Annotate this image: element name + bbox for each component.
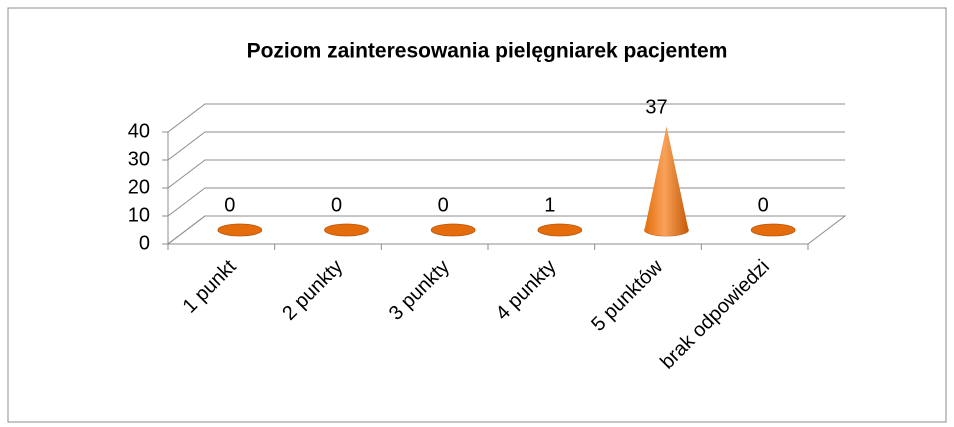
y-tick-label: 10 <box>128 204 150 226</box>
cone-base <box>430 223 476 237</box>
data-label: 37 <box>645 97 667 119</box>
grid-line <box>167 215 845 245</box>
grid-line <box>167 187 845 217</box>
data-label: 0 <box>224 194 235 216</box>
grid-line <box>167 103 845 133</box>
cone <box>324 223 369 237</box>
cone-base <box>217 223 263 237</box>
cone-body <box>644 126 689 237</box>
y-tick-label: 0 <box>139 232 150 254</box>
chart-title: Poziom zainteresowania pielęgniarek pacj… <box>247 40 728 63</box>
data-label: 0 <box>331 194 342 216</box>
cone <box>644 126 689 237</box>
cone <box>430 223 476 237</box>
cone-base <box>537 223 583 237</box>
y-tick-label: 30 <box>128 148 150 170</box>
grid-line <box>167 131 845 161</box>
cone-base <box>750 223 796 237</box>
y-tick-label: 40 <box>128 120 150 142</box>
cone <box>217 223 263 237</box>
cone <box>537 223 583 237</box>
chart-frame <box>7 7 947 423</box>
data-label: 0 <box>438 194 449 216</box>
data-label: 0 <box>758 194 769 216</box>
cone <box>750 223 796 237</box>
cone-base <box>324 223 369 237</box>
y-tick-label: 20 <box>128 176 150 198</box>
grid-line <box>167 159 845 189</box>
data-label: 1 <box>544 194 555 216</box>
